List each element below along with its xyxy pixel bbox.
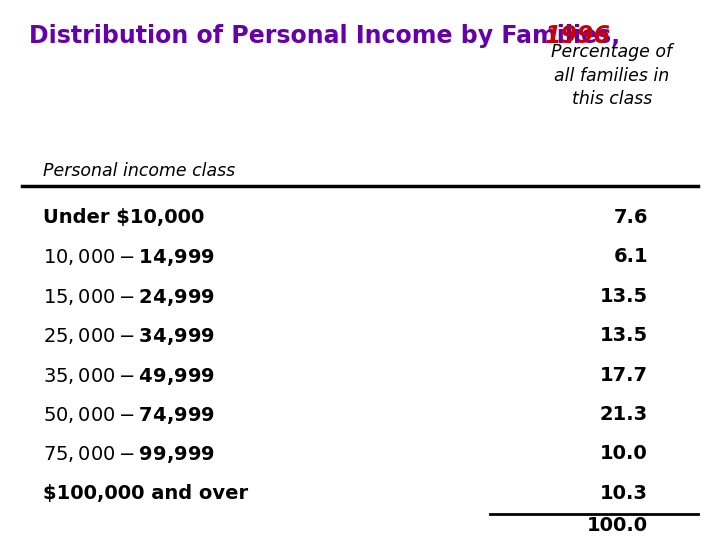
Text: 13.5: 13.5	[600, 326, 648, 345]
Text: Distribution of Personal Income by Families,: Distribution of Personal Income by Famil…	[29, 24, 628, 48]
Text: 13.5: 13.5	[600, 287, 648, 306]
Text: 17.7: 17.7	[600, 366, 648, 384]
Text: $50,000 - $74,999: $50,000 - $74,999	[43, 405, 215, 426]
Text: 10.0: 10.0	[600, 444, 648, 463]
Text: Percentage of
all families in
this class: Percentage of all families in this class	[552, 43, 672, 109]
Text: $10,000 - $14,999: $10,000 - $14,999	[43, 247, 215, 268]
Text: 1996: 1996	[545, 24, 611, 48]
Text: $35,000 - $49,999: $35,000 - $49,999	[43, 366, 215, 387]
Text: 7.6: 7.6	[613, 208, 648, 227]
Text: $75,000 - $99,999: $75,000 - $99,999	[43, 444, 215, 465]
Text: 10.3: 10.3	[600, 484, 648, 503]
Text: $100,000 and over: $100,000 and over	[43, 484, 248, 503]
Text: 6.1: 6.1	[613, 247, 648, 266]
Text: $15,000 - $24,999: $15,000 - $24,999	[43, 287, 215, 308]
Text: 21.3: 21.3	[600, 405, 648, 424]
Text: Under $10,000: Under $10,000	[43, 208, 204, 227]
Text: $25,000 - $34,999: $25,000 - $34,999	[43, 326, 215, 347]
Text: 100.0: 100.0	[587, 516, 648, 535]
Text: Personal income class: Personal income class	[43, 162, 235, 180]
